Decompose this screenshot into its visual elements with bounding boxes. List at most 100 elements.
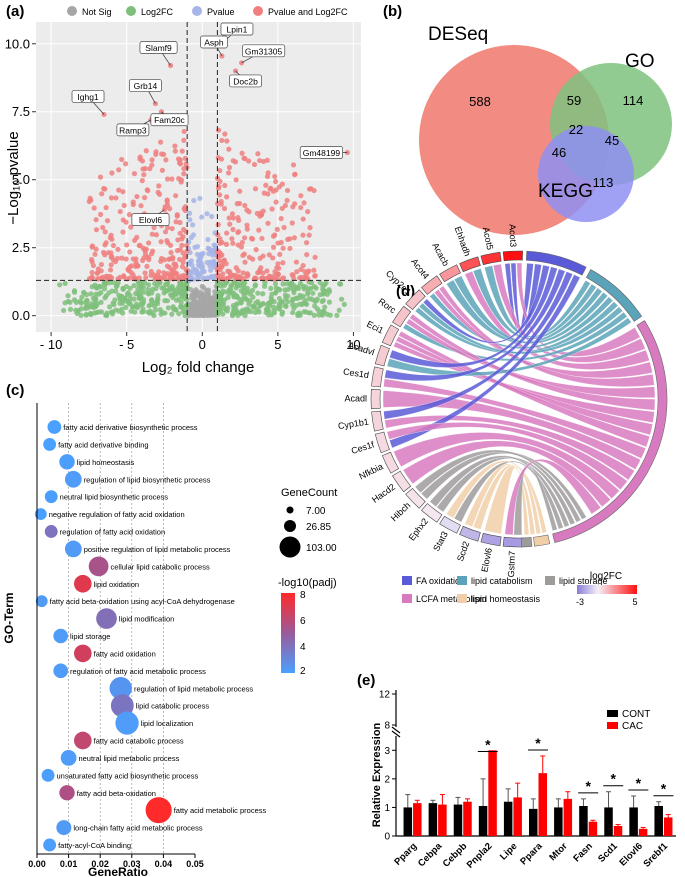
venn-count-deseq-only: 588 — [469, 94, 491, 109]
bar-category-label: Ppara — [518, 840, 545, 867]
chord-gene-label: Rorc — [376, 296, 398, 315]
volcano-point — [146, 254, 152, 260]
volcano-point — [169, 311, 175, 317]
volcano-point — [259, 301, 265, 307]
gene-label-box — [129, 79, 162, 92]
volcano-point — [169, 283, 175, 290]
volcano-x-tick: - 5 — [119, 337, 134, 352]
gene-count-legend-title: GeneCount — [281, 487, 337, 499]
bar-cac — [413, 803, 422, 836]
volcano-point — [289, 220, 295, 226]
volcano-point — [239, 150, 245, 156]
volcano-point — [162, 288, 169, 294]
volcano-point — [334, 312, 340, 318]
volcano-point — [170, 269, 176, 275]
chord-gene-arc — [439, 515, 461, 534]
volcano-point — [172, 307, 178, 313]
chord-ribbon — [436, 456, 576, 526]
chord-ribbon — [389, 266, 558, 368]
chord-ribbon — [384, 415, 635, 481]
volcano-point — [138, 203, 144, 209]
volcano-point — [285, 236, 291, 243]
volcano-point — [87, 310, 93, 317]
go-term-label: fatty acid oxidation — [94, 649, 156, 658]
volcano-point — [164, 197, 170, 203]
go-bubble — [53, 628, 69, 644]
volcano-point — [317, 280, 323, 286]
volcano-point — [144, 263, 150, 269]
padj-tick: 2 — [300, 666, 306, 677]
volcano-point — [275, 261, 281, 267]
volcano-point — [204, 312, 211, 318]
volcano-point — [164, 237, 170, 244]
volcano-point — [145, 286, 151, 293]
go-term-label: fatty acid derivative binding — [58, 440, 148, 449]
volcano-point — [141, 195, 148, 201]
volcano-point — [200, 312, 206, 319]
chord-gene-label: Ces1d — [342, 366, 369, 380]
volcano-legend-label: Not Sig — [82, 7, 112, 17]
chord-legend-swatch — [402, 576, 412, 585]
volcano-point — [180, 250, 186, 256]
venn-count-all: 22 — [569, 122, 583, 137]
bar-category-label: Fasn — [571, 841, 595, 865]
volcano-point — [93, 227, 100, 233]
volcano-point — [242, 156, 248, 162]
volcano-point — [158, 139, 164, 145]
volcano-point — [98, 211, 104, 218]
go-x-tick: 0.04 — [155, 859, 173, 869]
volcano-point — [284, 197, 290, 203]
volcano-point — [226, 170, 232, 176]
volcano-point — [187, 217, 193, 223]
significance-marker: * — [661, 781, 667, 797]
volcano-point — [176, 176, 182, 182]
volcano-point — [94, 309, 100, 316]
volcano-point — [310, 290, 316, 296]
volcano-point — [240, 270, 246, 276]
bar-y-tick: 3 — [384, 746, 390, 757]
go-bubble — [44, 525, 58, 538]
volcano-point — [265, 170, 271, 176]
chord-gene-label: Ehhadh — [453, 225, 473, 258]
volcano-point — [215, 303, 221, 309]
chord-legend-swatch — [457, 576, 467, 585]
volcano-point — [173, 287, 180, 293]
volcano-point — [102, 229, 108, 235]
volcano-point — [98, 299, 104, 305]
volcano-point — [176, 256, 183, 263]
volcano-point — [120, 217, 126, 223]
bar-cont — [654, 806, 663, 836]
volcano-point — [149, 251, 155, 257]
chord-gene-label: Stat3 — [431, 530, 450, 553]
chord-gene-arc — [480, 251, 502, 266]
volcano-point — [93, 246, 99, 252]
volcano-point — [240, 252, 246, 259]
volcano-point — [172, 148, 178, 154]
volcano-point — [89, 243, 96, 249]
volcano-x-tick: 5 — [274, 337, 281, 352]
gene-count-legend-value: 103.00 — [306, 543, 337, 554]
chord-gene-arc — [421, 503, 443, 523]
volcano-point — [322, 304, 328, 310]
volcano-point — [138, 283, 144, 289]
chord-gene-label: Acot5 — [481, 226, 495, 251]
volcano-point — [263, 182, 269, 188]
volcano-point — [200, 269, 206, 275]
go-term-label: fatty acid beta-oxidation using acyl-CoA… — [50, 597, 235, 606]
volcano-point — [182, 155, 188, 161]
padj-tick: 6 — [300, 616, 306, 627]
volcano-point — [195, 271, 202, 277]
chord-ribbon — [383, 271, 573, 420]
volcano-point — [151, 224, 157, 231]
chord-legend: FA oxidation lipid catabolism lipid storag… — [402, 576, 608, 604]
volcano-point — [300, 262, 306, 269]
volcano-point — [258, 265, 264, 271]
gene-label: Grb14 — [134, 81, 158, 91]
volcano-point — [142, 166, 148, 172]
volcano-point — [275, 305, 282, 311]
volcano-point — [287, 245, 293, 252]
volcano-point — [107, 304, 113, 310]
chord-legend-swatch — [457, 594, 467, 603]
volcano-point — [229, 236, 235, 242]
